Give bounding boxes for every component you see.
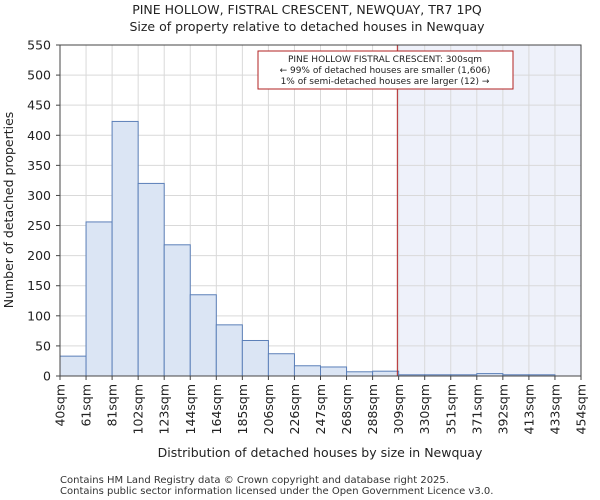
y-tick-label: 200 <box>27 248 51 263</box>
x-tick-label: 433sqm <box>547 384 562 434</box>
x-tick-label: 392sqm <box>495 384 510 434</box>
y-tick-label: 300 <box>27 188 51 203</box>
y-tick-label: 400 <box>27 128 51 143</box>
histogram-bar <box>189 294 217 377</box>
annotation-box: PINE HOLLOW FISTRAL CRESCENT: 300sqm ← 9… <box>257 50 514 90</box>
histogram-bar <box>163 244 191 377</box>
histogram-bar <box>372 370 400 377</box>
histogram-bar <box>85 221 113 377</box>
y-tick-label: 250 <box>27 218 51 233</box>
larger-region <box>397 45 581 376</box>
y-tick-label: 100 <box>27 308 51 323</box>
histogram-bar <box>320 366 348 377</box>
x-tick-label: 330sqm <box>417 384 432 434</box>
histogram-bar <box>137 182 165 377</box>
histogram-bar <box>241 339 269 377</box>
histogram-bar <box>59 355 87 377</box>
histogram-bar <box>346 371 374 377</box>
annotation-line-2: ← 99% of detached houses are smaller (1,… <box>280 66 491 76</box>
y-tick-label: 150 <box>27 278 51 293</box>
x-axis-label: Distribution of detached houses by size … <box>158 445 483 460</box>
chart-subtitle: Size of property relative to detached ho… <box>129 19 485 34</box>
x-tick-label: 61sqm <box>79 384 94 427</box>
annotation-line-3: 1% of semi-detached houses are larger (1… <box>281 77 490 87</box>
footer-line-1: Contains HM Land Registry data © Crown c… <box>60 475 449 486</box>
x-tick-label: 371sqm <box>469 384 484 434</box>
x-tick-label: 288sqm <box>365 384 380 434</box>
x-axis-ticks: 40sqm 61sqm 81sqm 102sqm 123sqm 144sqm 164sqm 1… <box>53 376 589 434</box>
y-tick-label: 50 <box>35 338 51 353</box>
x-tick-label: 309sqm <box>391 384 406 434</box>
x-tick-label: 81sqm <box>105 384 120 427</box>
x-tick-label: 226sqm <box>287 384 302 434</box>
x-tick-label: 413sqm <box>521 384 536 434</box>
histogram-bar <box>215 324 243 377</box>
x-tick-label: 351sqm <box>443 384 458 434</box>
x-tick-label: 123sqm <box>157 384 172 434</box>
y-tick-label: 500 <box>27 68 51 83</box>
x-tick-label: 144sqm <box>183 384 198 434</box>
chart-title: PINE HOLLOW, FISTRAL CRESCENT, NEWQUAY, … <box>132 2 482 17</box>
x-tick-label: 40sqm <box>53 384 68 427</box>
annotation-line-1: PINE HOLLOW FISTRAL CRESCENT: 300sqm <box>288 55 482 65</box>
y-tick-label: 350 <box>27 158 51 173</box>
y-tick-label: 550 <box>27 38 51 53</box>
x-tick-label: 206sqm <box>261 384 276 434</box>
footer-line-2: Contains public sector information licen… <box>60 486 493 497</box>
y-axis-label: Number of detached properties <box>1 112 16 309</box>
x-tick-label: 454sqm <box>574 384 589 434</box>
x-tick-label: 247sqm <box>313 384 328 434</box>
y-tick-label: 0 <box>43 369 51 384</box>
histogram-bar <box>267 353 295 377</box>
histogram-bar <box>293 365 322 377</box>
x-tick-label: 185sqm <box>235 384 250 434</box>
y-tick-label: 450 <box>27 98 51 113</box>
annotation-border <box>257 50 514 90</box>
x-tick-label: 164sqm <box>209 384 224 434</box>
x-tick-label: 268sqm <box>339 384 354 434</box>
histogram-bar <box>111 120 139 377</box>
y-axis-ticks: 0 50 100 150 200 250 300 350 400 450 500 550 <box>27 38 60 384</box>
x-tick-label: 102sqm <box>131 384 146 434</box>
